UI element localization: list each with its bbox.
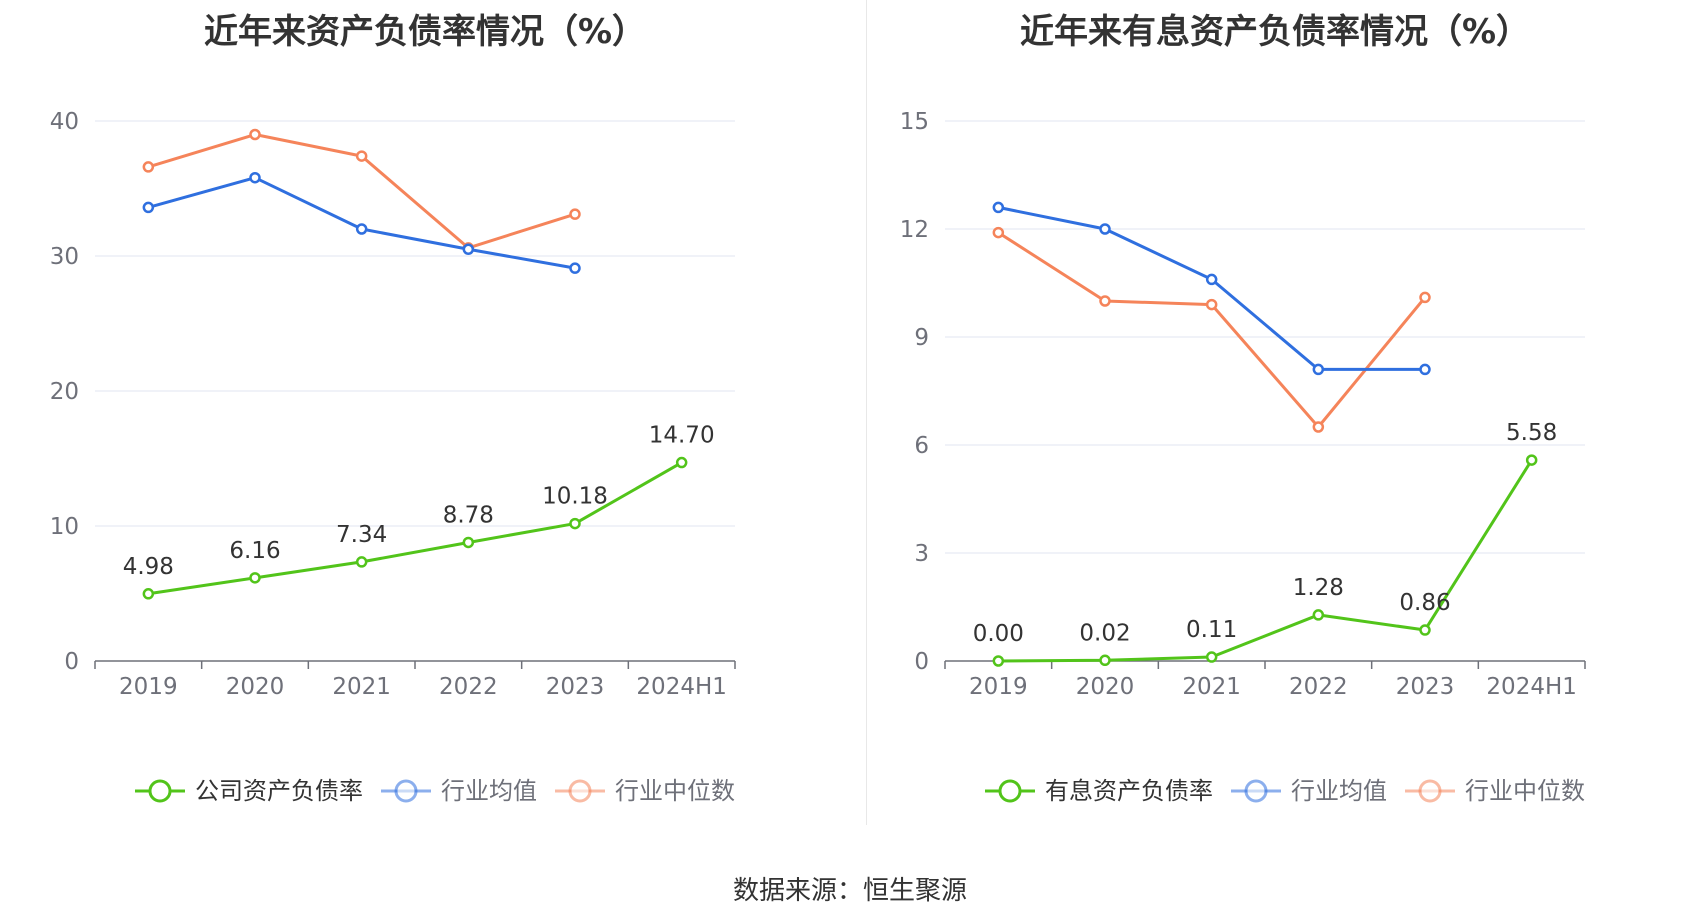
data-point-company[interactable] bbox=[1099, 654, 1111, 667]
data-point-industry_avg[interactable] bbox=[569, 262, 581, 274]
legend-item-industry_avg[interactable]: 行业均值 bbox=[381, 777, 537, 805]
y-tick-label: 10 bbox=[50, 514, 79, 540]
data-point-company[interactable] bbox=[355, 556, 368, 568]
legend-marker-icon bbox=[568, 779, 592, 803]
panel-divider bbox=[866, 0, 867, 825]
legend-item-industry_median[interactable]: 行业中位数 bbox=[555, 777, 735, 805]
data-point-industry_avg[interactable] bbox=[1312, 363, 1325, 376]
y-tick-label: 40 bbox=[50, 109, 79, 135]
legend-label: 行业均值 bbox=[1291, 777, 1387, 805]
series-line-company bbox=[998, 459, 1533, 663]
legend-label: 有息资产负债率 bbox=[1045, 777, 1213, 805]
legend-label: 行业均值 bbox=[441, 777, 537, 805]
y-tick-label: 12 bbox=[900, 217, 929, 243]
data-source-note: 数据来源：恒生聚源 bbox=[732, 876, 967, 906]
x-tick-label: 2024H1 bbox=[1486, 674, 1576, 700]
legend-item-industry_avg[interactable]: 行业均值 bbox=[1231, 777, 1387, 805]
y-tick-label: 6 bbox=[914, 433, 929, 459]
data-point-industry_avg[interactable] bbox=[355, 223, 368, 235]
y-tick-label: 15 bbox=[900, 109, 929, 135]
data-label: 4.98 bbox=[123, 554, 174, 580]
data-point-industry_avg[interactable] bbox=[142, 201, 155, 214]
x-tick-label: 2022 bbox=[439, 674, 498, 700]
x-tick-label: 2019 bbox=[969, 674, 1028, 700]
data-point-company[interactable] bbox=[462, 536, 475, 549]
data-label: 0.00 bbox=[973, 621, 1024, 647]
data-point-industry_median[interactable] bbox=[992, 226, 1005, 239]
left-chart-panel: 近年来资产负债率情况（%） 0 10 20 30 40 2019 2020 2021 2022 2… bbox=[0, 0, 850, 830]
legend-label: 公司资产负债率 bbox=[195, 777, 363, 805]
data-point-company[interactable] bbox=[992, 655, 1005, 667]
data-point-industry_avg[interactable] bbox=[1419, 363, 1431, 376]
data-point-industry_avg[interactable] bbox=[1099, 223, 1111, 235]
data-point-industry_median[interactable] bbox=[569, 208, 581, 220]
x-tick-label: 2019 bbox=[119, 674, 178, 700]
series-line-company bbox=[148, 461, 683, 596]
data-point-industry_avg[interactable] bbox=[992, 201, 1005, 214]
legend-item-industry_median[interactable]: 行业中位数 bbox=[1405, 777, 1585, 805]
x-tick-label: 2021 bbox=[332, 674, 391, 700]
data-point-industry_median[interactable] bbox=[249, 128, 261, 141]
legend-label: 行业中位数 bbox=[1465, 777, 1585, 805]
legend-item-company[interactable]: 有息资产负债率 bbox=[985, 777, 1213, 805]
x-tick-label: 2022 bbox=[1289, 674, 1348, 700]
legend-marker-icon bbox=[148, 779, 172, 803]
x-tick-label: 2020 bbox=[1076, 674, 1135, 700]
data-point-company[interactable] bbox=[675, 456, 688, 469]
right-chart-panel: 近年来有息资产负债率情况（%） 0 3 6 9 12 15 2019 2020 2021 2022… bbox=[850, 0, 1700, 830]
legend-marker-icon bbox=[1418, 779, 1442, 803]
series-line-industry_avg bbox=[998, 205, 1425, 371]
y-tick-label: 9 bbox=[914, 325, 929, 351]
data-point-company[interactable] bbox=[1419, 624, 1431, 636]
x-tick-label: 2024H1 bbox=[636, 674, 726, 700]
legend-marker-icon bbox=[1244, 779, 1268, 803]
chart-title: 近年来资产负债率情况（%） bbox=[203, 12, 647, 52]
data-point-industry_median[interactable] bbox=[1205, 298, 1218, 311]
data-point-industry_median[interactable] bbox=[1312, 421, 1325, 433]
data-point-company[interactable] bbox=[1525, 454, 1538, 466]
legend-label: 行业中位数 bbox=[615, 777, 735, 805]
x-tick-label: 2021 bbox=[1182, 674, 1241, 700]
data-point-industry_median[interactable] bbox=[1419, 291, 1431, 304]
data-point-company[interactable] bbox=[569, 517, 581, 530]
data-label: 8.78 bbox=[443, 502, 494, 528]
data-point-company[interactable] bbox=[142, 588, 155, 600]
legend-item-company[interactable]: 公司资产负债率 bbox=[135, 777, 363, 805]
interest-bearing-debt-ratio-chart: 0 3 6 9 12 15 2019 2020 2021 2022 2023 2024H1 0.00 0.… bbox=[900, 109, 1586, 805]
data-point-industry_avg[interactable] bbox=[462, 243, 475, 255]
data-label: 0.86 bbox=[1399, 590, 1450, 616]
debt-ratio-chart: 0 10 20 30 40 2019 2020 2021 2022 2023 2024H1 4.98 6… bbox=[50, 109, 736, 805]
data-point-industry_median[interactable] bbox=[1099, 295, 1111, 307]
data-label: 0.11 bbox=[1186, 617, 1237, 643]
data-label: 6.16 bbox=[229, 538, 280, 564]
data-label: 0.02 bbox=[1079, 620, 1130, 646]
x-tick-label: 2020 bbox=[226, 674, 285, 700]
data-label: 7.34 bbox=[336, 522, 387, 548]
data-point-industry_median[interactable] bbox=[142, 161, 155, 173]
y-tick-label: 3 bbox=[914, 541, 929, 567]
data-point-company[interactable] bbox=[1312, 609, 1325, 621]
data-point-company[interactable] bbox=[1205, 651, 1218, 663]
x-tick-label: 2023 bbox=[1396, 674, 1455, 700]
data-point-company[interactable] bbox=[249, 572, 261, 584]
series-line-industry_avg bbox=[147, 176, 576, 270]
data-label: 5.58 bbox=[1506, 420, 1557, 446]
data-label: 10.18 bbox=[542, 484, 608, 510]
y-tick-label: 0 bbox=[64, 649, 79, 675]
legend-marker-icon bbox=[394, 779, 418, 803]
legend-marker-icon bbox=[998, 779, 1022, 803]
y-tick-label: 30 bbox=[50, 244, 79, 270]
data-point-industry_avg[interactable] bbox=[1205, 273, 1218, 286]
data-label: 1.28 bbox=[1293, 575, 1344, 601]
chart-title: 近年来有息资产负债率情况（%） bbox=[1019, 12, 1531, 52]
data-point-industry_median[interactable] bbox=[355, 150, 368, 162]
data-point-industry_avg[interactable] bbox=[249, 171, 261, 184]
y-tick-label: 20 bbox=[50, 379, 79, 405]
series-line-industry_median bbox=[997, 231, 1427, 429]
y-tick-label: 0 bbox=[914, 649, 929, 675]
x-tick-label: 2023 bbox=[546, 674, 605, 700]
data-label: 14.70 bbox=[649, 423, 715, 449]
